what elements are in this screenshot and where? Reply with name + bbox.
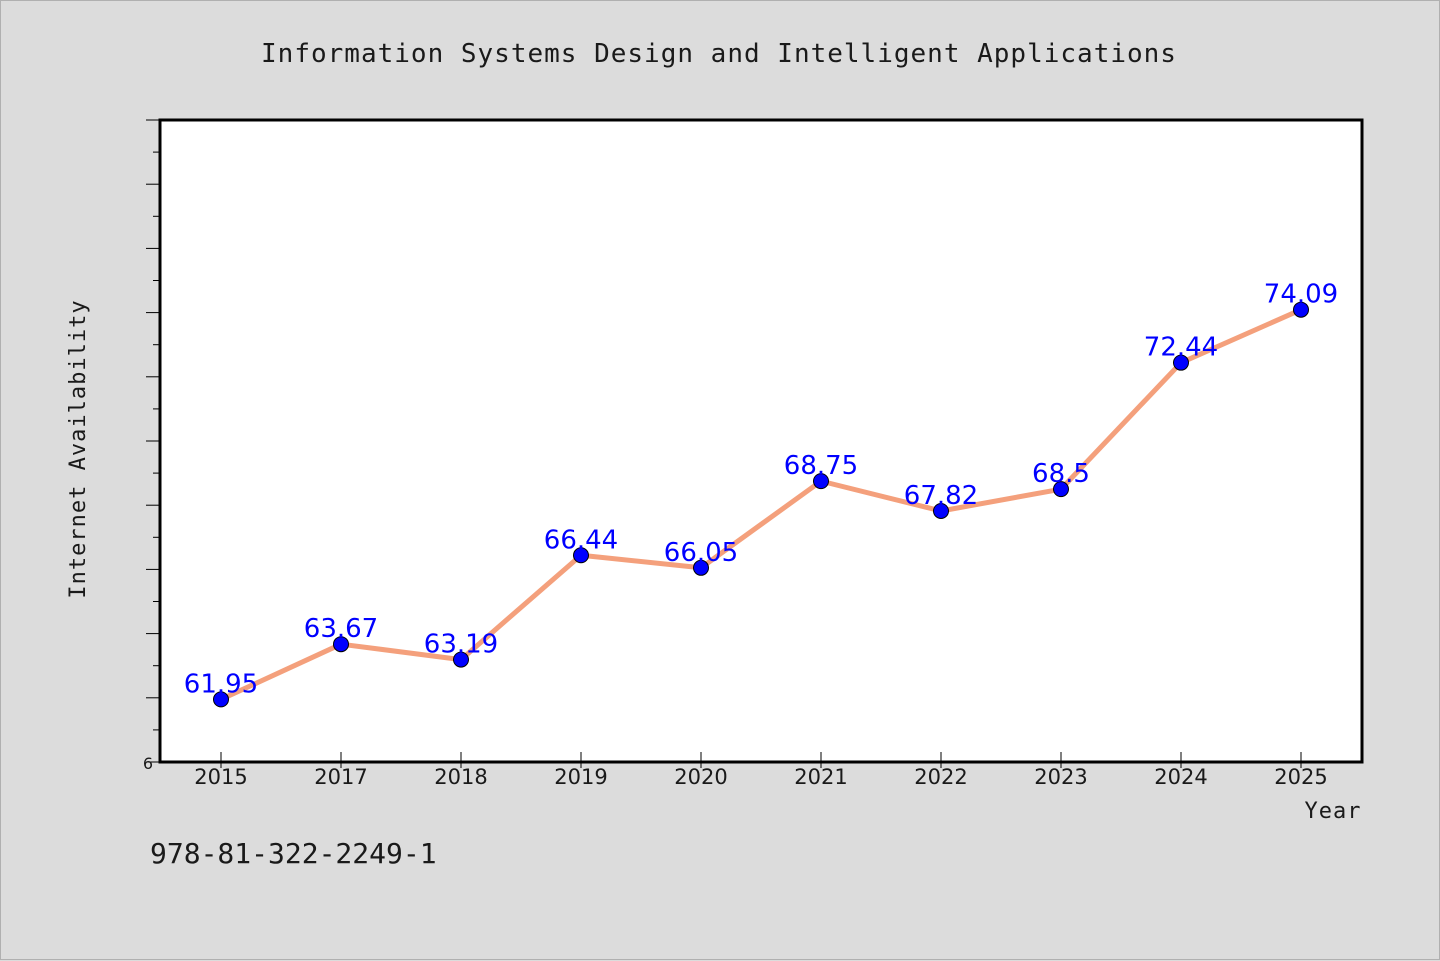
data-point — [1293, 301, 1309, 318]
series-line — [218, 307, 1304, 702]
series-layer: 61.95 63.67 63.19 66.44 66.05 68.75 67.82 68.5 7… — [184, 280, 1338, 708]
data-point — [573, 547, 589, 564]
x-axis-tick-labels: 2015 2017 2018 2019 2020 2021 2022 2023 2024 2025 — [194, 765, 1327, 789]
x-tick-label: 2017 — [314, 765, 367, 789]
data-label: 63.19 — [424, 630, 498, 660]
data-label: 67.82 — [904, 481, 978, 511]
x-tick-label: 2024 — [1154, 765, 1207, 789]
data-point — [813, 473, 829, 490]
chart-title: Information Systems Design and Intellige… — [261, 39, 1177, 69]
x-axis-ticks — [220, 752, 1302, 768]
y-axis-ticks — [146, 119, 160, 763]
data-label: 66.44 — [544, 525, 618, 555]
x-tick-label: 2020 — [674, 765, 727, 789]
x-tick-label: 2022 — [914, 765, 967, 789]
data-point — [333, 636, 349, 653]
data-point — [933, 502, 949, 519]
data-point — [1053, 481, 1069, 498]
data-label: 72.44 — [1144, 333, 1218, 363]
x-tick-label: 2023 — [1034, 765, 1087, 789]
data-label: 68.5 — [1032, 459, 1090, 489]
x-tick-label: 2025 — [1274, 765, 1327, 789]
data-point — [1173, 354, 1189, 371]
data-label: 74.09 — [1264, 280, 1338, 310]
x-axis-title: Year — [1305, 799, 1362, 824]
isbn-text: 978-81-322-2249-1 — [150, 837, 437, 870]
y-axis-tick-labels: 6 — [143, 754, 153, 773]
plot-border — [158, 118, 1364, 764]
data-point — [213, 691, 229, 708]
y-tick-label: 6 — [143, 754, 153, 773]
x-tick-label: 2021 — [794, 765, 847, 789]
y-axis-title: Internet Availability — [66, 299, 91, 598]
data-label: 63.67 — [304, 614, 378, 644]
data-point — [693, 559, 709, 576]
data-label: 61.95 — [184, 669, 258, 699]
x-tick-label: 2015 — [194, 765, 247, 789]
x-tick-label: 2018 — [434, 765, 487, 789]
data-point — [453, 651, 469, 668]
data-label: 68.75 — [784, 451, 858, 481]
plot-area — [160, 120, 1362, 762]
x-tick-label: 2019 — [554, 765, 607, 789]
data-label: 66.05 — [664, 538, 738, 568]
